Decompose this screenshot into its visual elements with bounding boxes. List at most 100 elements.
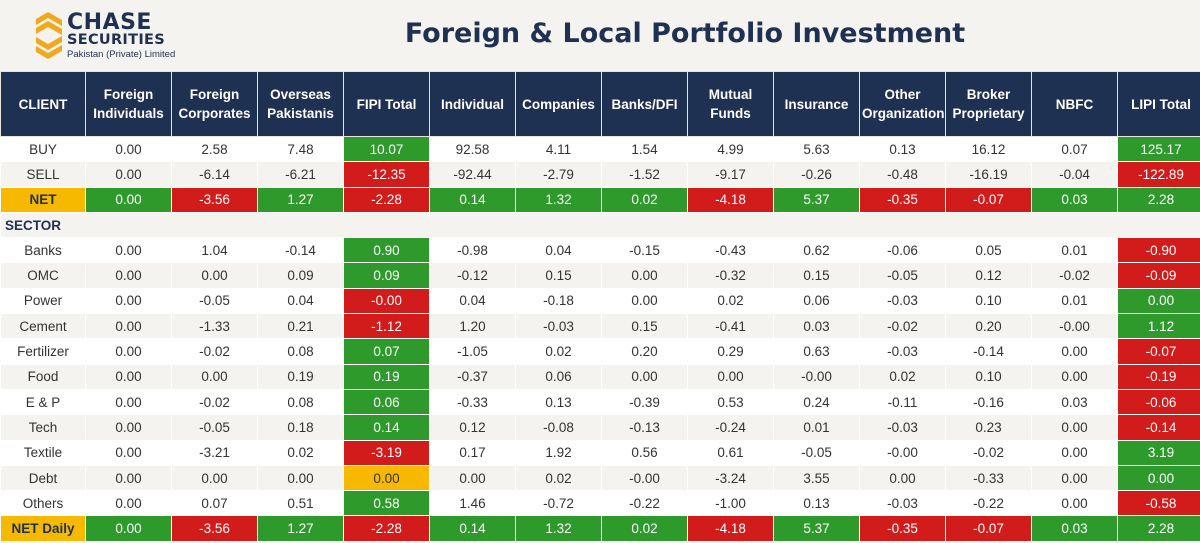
value-cell: 3.55 (773, 464, 860, 492)
value-cell: -0.48 (859, 161, 946, 188)
value-cell: -0.72 (515, 490, 602, 517)
value-cell: 0.02 (515, 338, 602, 365)
row-label: Fertilizer (0, 338, 86, 365)
value-cell: 0.01 (773, 414, 860, 441)
header-cell: Companies (515, 71, 602, 137)
value-cell: 5.37 (773, 515, 860, 542)
value-cell: -0.06 (1117, 388, 1200, 416)
value-cell: 0.13 (859, 135, 946, 163)
value-cell: 0.01 (1031, 287, 1118, 315)
header-cell: Individual (429, 71, 516, 137)
value-cell: 0.06 (515, 363, 602, 390)
row-label: Food (0, 363, 86, 390)
value-cell: 0.00 (343, 464, 430, 492)
value-cell: -0.24 (687, 414, 774, 441)
value-cell: 0.10 (945, 363, 1032, 390)
value-cell: -0.18 (515, 287, 602, 315)
value-cell: 0.00 (601, 262, 688, 289)
value-cell: 0.04 (429, 287, 516, 315)
chase-stripes-logo-icon (36, 12, 62, 59)
value-cell: 0.00 (85, 237, 172, 264)
value-cell: -0.26 (773, 161, 860, 188)
header-cell: CLIENT (0, 71, 86, 137)
value-cell: -3.19 (343, 439, 430, 466)
header-cell: NBFC (1031, 71, 1118, 137)
value-cell: -6.14 (171, 161, 258, 188)
row-label: NET Daily (0, 515, 86, 542)
value-cell: -1.00 (687, 490, 774, 517)
value-cell: 0.05 (945, 237, 1032, 264)
sector-row: Cement 0.00 -1.33 0.21 -1.12 1.20 -0.03 0.15 -0.… (0, 313, 1200, 340)
value-cell: 0.63 (773, 338, 860, 365)
value-cell: -2.79 (515, 161, 602, 188)
value-cell: -4.18 (687, 515, 774, 542)
value-cell: -0.35 (859, 515, 946, 542)
value-cell: 0.00 (85, 313, 172, 340)
value-cell: 0.00 (85, 515, 172, 542)
sector-row: Banks 0.00 1.04 -0.14 0.90 -0.98 0.04 -0.15 -0.4… (0, 237, 1200, 264)
value-cell: 1.32 (515, 515, 602, 542)
value-cell: 0.04 (257, 287, 344, 315)
value-cell: -1.05 (429, 338, 516, 365)
value-cell: -0.05 (171, 287, 258, 315)
value-cell: 0.15 (515, 262, 602, 289)
value-cell: 0.14 (343, 414, 430, 441)
value-cell: -0.02 (171, 388, 258, 416)
value-cell: -0.07 (945, 515, 1032, 542)
value-cell: -0.07 (1117, 338, 1200, 365)
value-cell: 0.07 (343, 338, 430, 365)
value-cell: 0.56 (601, 439, 688, 466)
value-cell: 0.00 (1031, 439, 1118, 466)
value-cell: -3.24 (687, 464, 774, 492)
value-cell: 0.58 (343, 490, 430, 517)
value-cell: 0.02 (257, 439, 344, 466)
value-cell: 0.29 (687, 338, 774, 365)
value-cell: -0.22 (601, 490, 688, 517)
net-row: NET 0.00 -3.56 1.27 -2.28 0.14 1.32 0.02 -4.18 5.… (0, 186, 1200, 213)
net-row: NET Daily 0.00 -3.56 1.27 -2.28 0.14 1.32 0.02-… (0, 515, 1200, 542)
value-cell: 0.00 (85, 490, 172, 517)
value-cell: -0.00 (859, 439, 946, 466)
value-cell: -0.58 (1117, 490, 1200, 517)
row-label: NET (0, 186, 86, 213)
value-cell: -0.03 (859, 287, 946, 315)
row-label: Debt (0, 464, 86, 492)
value-cell: -0.15 (601, 237, 688, 264)
value-cell: 0.09 (257, 262, 344, 289)
value-cell: 0.14 (429, 515, 516, 542)
value-cell: 0.00 (85, 363, 172, 390)
value-cell: -0.32 (687, 262, 774, 289)
sector-row: Tech 0.00 -0.05 0.18 0.14 0.12 -0.08 -0.13 -0.24… (0, 414, 1200, 441)
value-cell: -0.03 (859, 338, 946, 365)
value-cell: 0.00 (171, 464, 258, 492)
investment-table: CLIENT Foreign Individuals Foreign Corpo… (0, 71, 1200, 542)
value-cell: 0.17 (429, 439, 516, 466)
value-cell: 0.08 (257, 388, 344, 416)
value-cell: 92.58 (429, 135, 516, 163)
value-cell: 0.03 (1031, 388, 1118, 416)
value-cell: -92.44 (429, 161, 516, 188)
logo-line-1: CHASE (67, 10, 152, 35)
value-cell: 1.46 (429, 490, 516, 517)
value-cell: -2.28 (343, 515, 430, 542)
sector-row: Food 0.00 0.00 0.19 0.19 -0.37 0.06 0.00 0.00 -0.… (0, 363, 1200, 390)
value-cell: -0.90 (1117, 237, 1200, 264)
row-label: Textile (0, 439, 86, 466)
value-cell: -2.28 (343, 186, 430, 213)
value-cell: 0.00 (429, 464, 516, 492)
value-cell: -0.05 (859, 262, 946, 289)
value-cell: -16.19 (945, 161, 1032, 188)
value-cell: 0.12 (429, 414, 516, 441)
client-row: SELL 0.00 -6.14 -6.21 -12.35 -92.44 -2.79 -1.52… (0, 161, 1200, 188)
value-cell: 0.01 (1031, 237, 1118, 264)
value-cell: 0.00 (1031, 338, 1118, 365)
value-cell: -0.04 (1031, 161, 1118, 188)
value-cell: 0.15 (773, 262, 860, 289)
value-cell: 0.00 (1031, 490, 1118, 517)
sector-row: Textile 0.00 -3.21 0.02 -3.19 0.17 1.92 0.56 0.6… (0, 439, 1200, 466)
header-cell: Mutual Funds (687, 71, 774, 137)
header-cell: Insurance (773, 71, 860, 137)
value-cell: -0.16 (945, 388, 1032, 416)
value-cell: 0.10 (945, 287, 1032, 315)
logo-line-3: Pakistan (Private) Limited (67, 49, 176, 60)
